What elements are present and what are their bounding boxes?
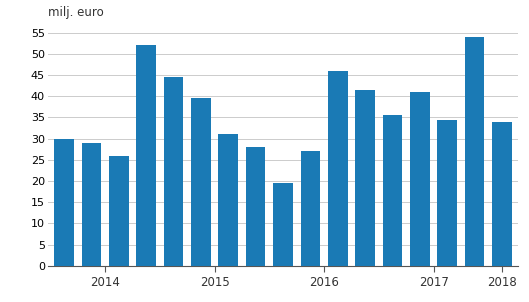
Bar	[465, 37, 485, 266]
Bar	[328, 71, 348, 266]
Bar	[163, 77, 184, 266]
Bar	[273, 183, 293, 266]
Bar	[382, 115, 403, 266]
Text: milj. euro: milj. euro	[48, 6, 103, 19]
Bar	[191, 98, 211, 266]
Bar	[300, 151, 320, 266]
Bar	[492, 122, 512, 266]
Bar	[218, 134, 238, 266]
Bar	[136, 45, 156, 266]
Bar	[109, 156, 129, 266]
Bar	[246, 147, 266, 266]
Bar	[81, 143, 101, 266]
Bar	[355, 90, 375, 266]
Bar	[410, 92, 430, 266]
Bar	[54, 139, 74, 266]
Bar	[437, 120, 457, 266]
